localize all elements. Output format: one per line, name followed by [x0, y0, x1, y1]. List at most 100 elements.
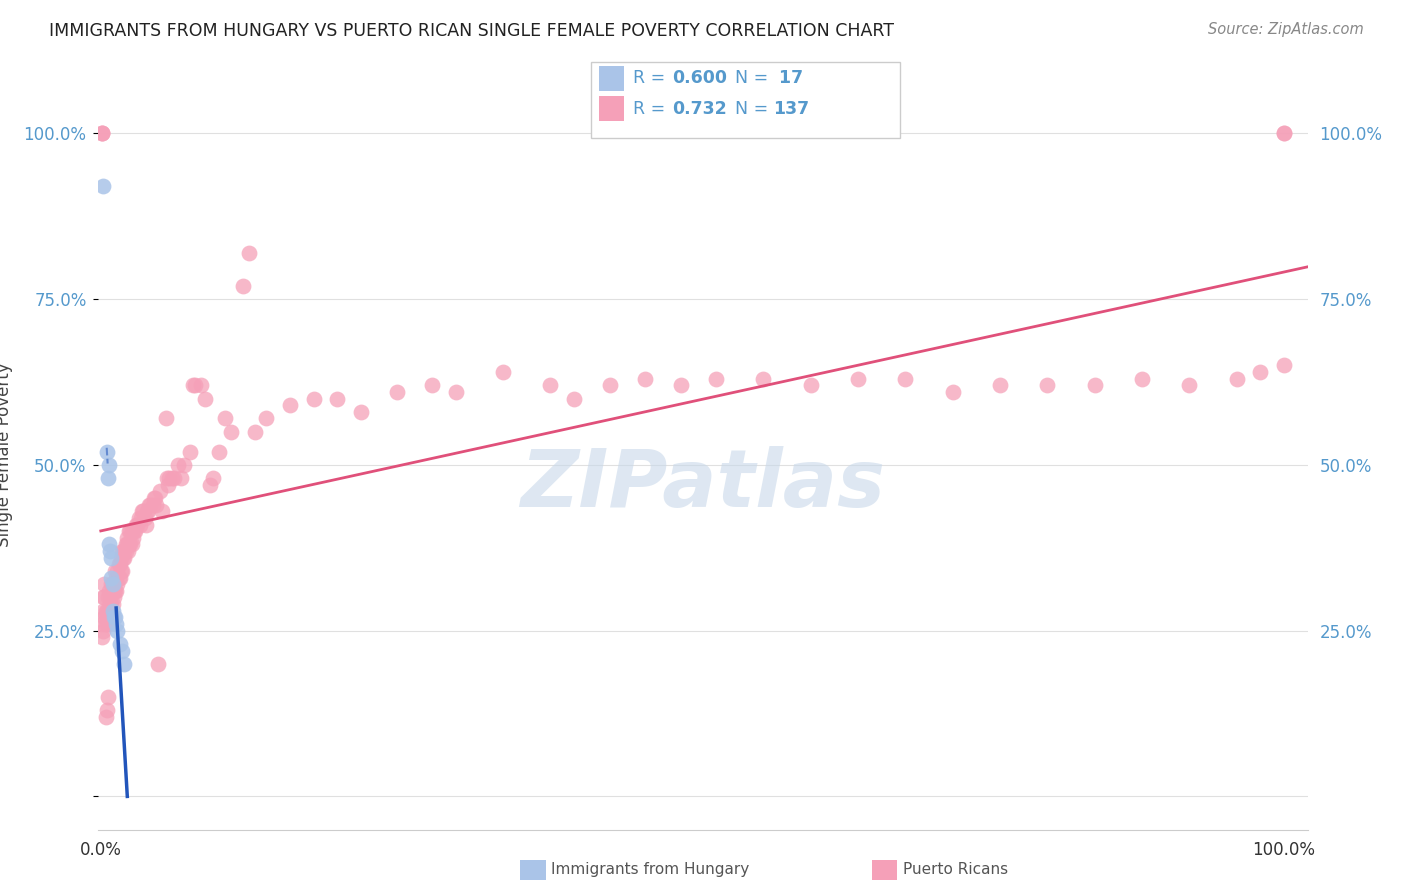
Point	[155, 411, 177, 425]
Text: 137: 137	[773, 100, 810, 118]
Point	[98, 604, 121, 618]
Point	[94, 604, 117, 618]
Point	[146, 657, 169, 671]
Point	[194, 392, 217, 406]
Point	[94, 710, 117, 724]
Point	[91, 126, 114, 140]
Point	[150, 504, 173, 518]
Point	[91, 604, 114, 618]
Point	[669, 378, 692, 392]
Point	[104, 564, 127, 578]
Point	[97, 471, 120, 485]
Point	[96, 444, 118, 458]
Point	[96, 703, 118, 717]
Point	[385, 384, 408, 399]
Point	[538, 378, 561, 392]
Point	[93, 591, 115, 605]
Point	[114, 657, 136, 671]
Point	[1036, 378, 1059, 392]
Point	[198, 477, 221, 491]
Point	[184, 378, 207, 392]
Text: 0.600: 0.600	[672, 70, 727, 87]
Text: 0.732: 0.732	[672, 100, 727, 118]
Point	[111, 564, 134, 578]
Point	[704, 372, 727, 386]
Point	[134, 511, 156, 525]
Point	[98, 591, 121, 605]
Point	[91, 126, 114, 140]
Point	[112, 550, 135, 565]
Point	[100, 597, 122, 611]
Point	[98, 597, 121, 611]
Point	[101, 597, 124, 611]
Point	[91, 126, 114, 140]
Point	[101, 604, 124, 618]
Point	[136, 504, 159, 518]
Point	[98, 458, 121, 472]
Point	[214, 411, 236, 425]
Point	[142, 498, 165, 512]
Point	[103, 583, 125, 598]
Point	[97, 591, 120, 605]
Point	[110, 564, 132, 578]
Point	[136, 504, 159, 518]
Point	[1272, 126, 1295, 140]
Point	[179, 444, 201, 458]
Point	[420, 378, 443, 392]
Text: 17: 17	[773, 70, 803, 87]
Point	[114, 537, 136, 551]
Point	[139, 498, 162, 512]
Point	[129, 511, 152, 525]
Point	[163, 471, 186, 485]
Point	[124, 524, 146, 538]
Point	[100, 577, 122, 591]
Point	[112, 544, 135, 558]
Point	[118, 537, 141, 551]
Point	[111, 544, 134, 558]
Point	[138, 498, 160, 512]
Point	[107, 571, 129, 585]
Point	[115, 537, 138, 551]
Point	[444, 384, 467, 399]
Point	[98, 583, 121, 598]
Point	[894, 372, 917, 386]
Point	[254, 411, 277, 425]
Point	[108, 558, 131, 572]
Point	[157, 471, 180, 485]
Point	[326, 392, 349, 406]
Point	[1178, 378, 1201, 392]
Point	[232, 278, 254, 293]
Point	[101, 577, 124, 591]
Point	[1249, 365, 1271, 379]
Point	[149, 484, 172, 499]
Point	[93, 610, 115, 624]
Point	[634, 372, 657, 386]
Text: Immigrants from Hungary: Immigrants from Hungary	[551, 863, 749, 877]
Point	[173, 458, 195, 472]
Point	[1130, 372, 1153, 386]
Point	[108, 637, 131, 651]
Point	[103, 610, 125, 624]
Point	[105, 564, 128, 578]
Point	[105, 577, 128, 591]
Point	[96, 604, 118, 618]
Point	[752, 372, 775, 386]
Text: IMMIGRANTS FROM HUNGARY VS PUERTO RICAN SINGLE FEMALE POVERTY CORRELATION CHART: IMMIGRANTS FROM HUNGARY VS PUERTO RICAN …	[49, 22, 894, 40]
Point	[202, 471, 225, 485]
Point	[105, 571, 128, 585]
Point	[243, 425, 266, 439]
Point	[103, 591, 125, 605]
Point	[120, 537, 142, 551]
Point	[98, 537, 121, 551]
Point	[170, 471, 193, 485]
Point	[128, 517, 150, 532]
Point	[181, 378, 204, 392]
Point	[121, 531, 143, 545]
Point	[94, 617, 117, 632]
Point	[111, 643, 134, 657]
Point	[97, 617, 120, 632]
Point	[1226, 372, 1249, 386]
Point	[107, 558, 129, 572]
Point	[105, 583, 128, 598]
Point	[115, 531, 138, 545]
